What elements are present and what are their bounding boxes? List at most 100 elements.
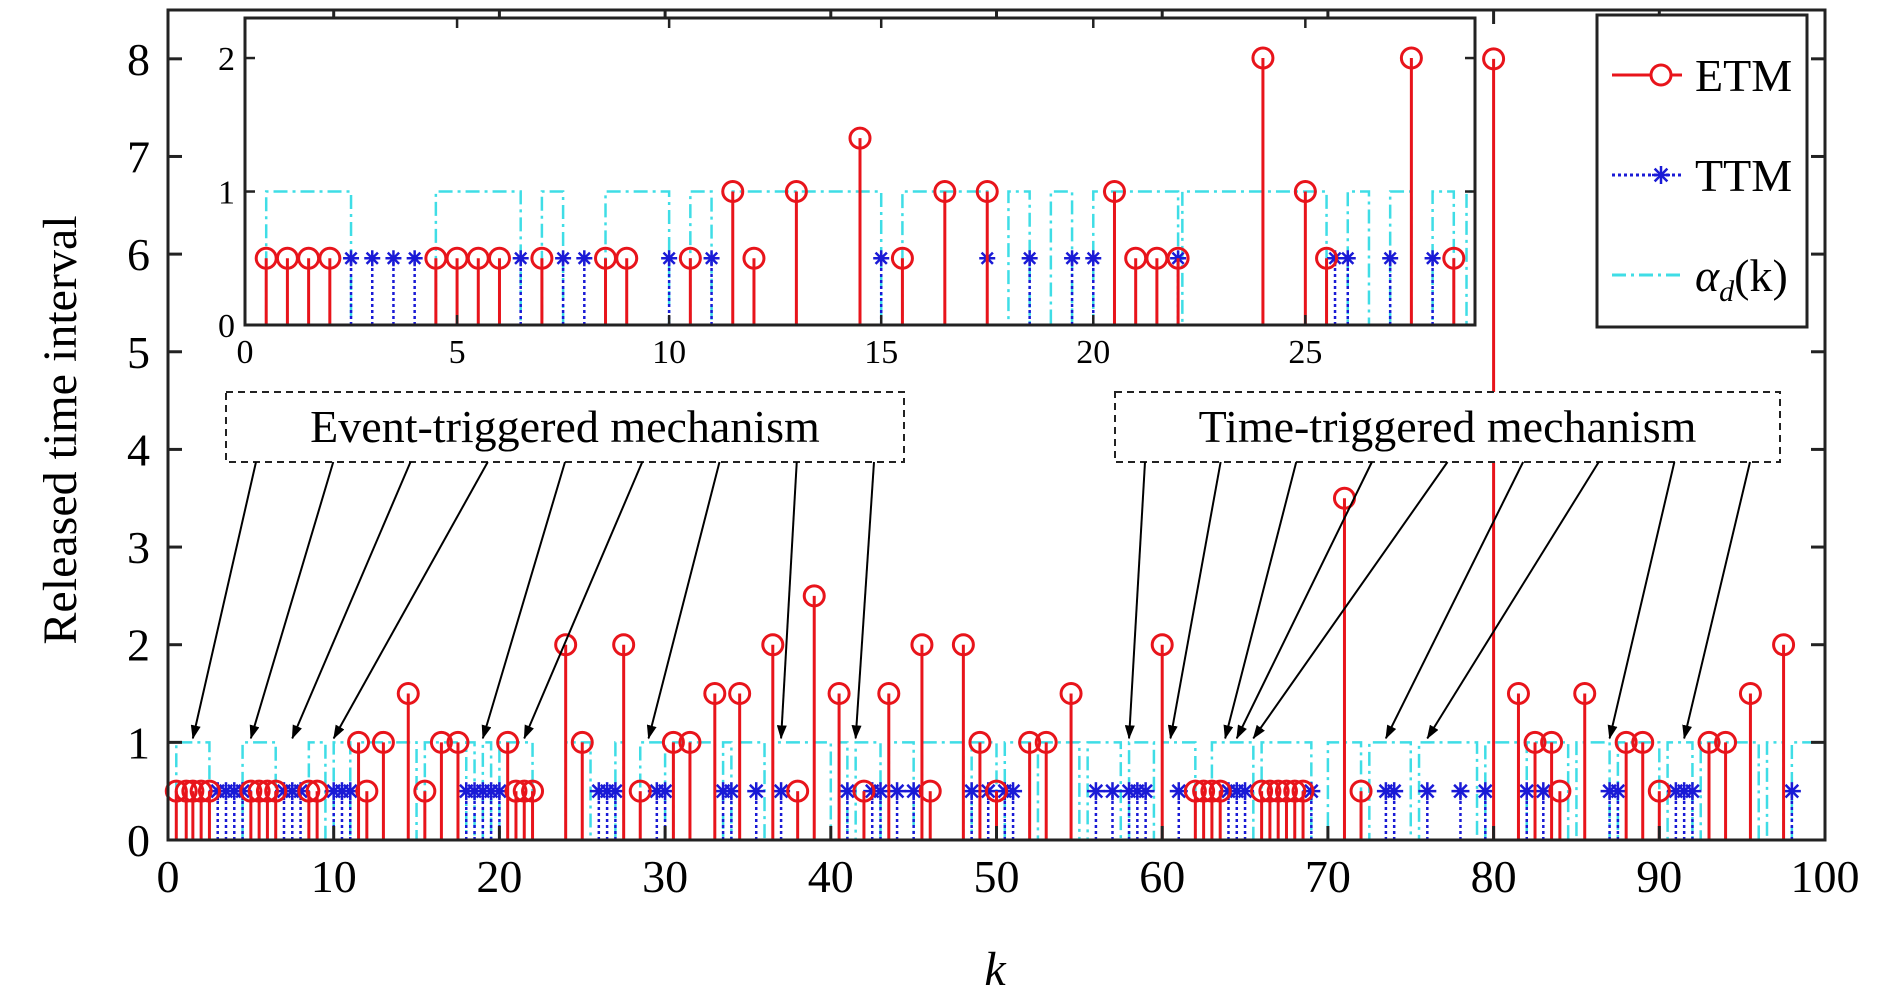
ttm-marker-44 (1385, 782, 1404, 801)
x-tick-label-9: 90 (1636, 851, 1682, 902)
inset-etm-marker-8 (530, 246, 554, 270)
inset-x-tick-label-2: 10 (652, 334, 686, 371)
x-axis-label: k (984, 943, 1007, 995)
inset-ttm-marker-2 (385, 250, 402, 267)
ttm-marker-34 (1103, 782, 1122, 801)
legend-label-ttm: TTM (1695, 150, 1792, 201)
legend-label-etm: ETM (1695, 50, 1792, 101)
etm-marker-14 (396, 682, 420, 706)
y-tick-label-3: 3 (127, 522, 150, 573)
etm-marker-8 (264, 779, 288, 803)
legend: ETM TTM αd(k) (1595, 13, 1809, 329)
ttm-marker-55 (1782, 782, 1801, 801)
etm-marker-57 (1482, 47, 1506, 71)
inset-etm-marker-14 (784, 180, 808, 204)
etm-marker-36 (918, 779, 942, 803)
etm-marker-24 (612, 633, 636, 657)
x-tick-label-4: 40 (808, 851, 854, 902)
annotation-arrow-1-8 (1682, 461, 1751, 740)
inset-etm-marker-25 (1315, 246, 1339, 270)
etm-marker-16 (429, 730, 453, 754)
etm-marker-1 (174, 779, 198, 803)
etm-marker-4 (197, 779, 221, 803)
etm-marker-51 (1266, 779, 1290, 803)
inset-etm-marker-12 (721, 180, 745, 204)
etm-marker-53 (1283, 779, 1307, 803)
legend-etm-marker (1649, 63, 1673, 87)
inset-etm-marker-7 (487, 246, 511, 270)
etm-marker-42 (1034, 730, 1058, 754)
etm-marker-33 (827, 682, 851, 706)
inset-etm-marker-10 (615, 246, 639, 270)
ttm-marker-27 (888, 782, 907, 801)
x-tick-label-1: 10 (311, 851, 357, 902)
inset-ttm-marker-11 (1021, 250, 1038, 267)
y-tick-label-4: 4 (127, 424, 150, 475)
annotation-arrow-0-1 (249, 461, 335, 740)
inset-ttm-marker-3 (406, 250, 423, 267)
etm-marker-38 (951, 633, 975, 657)
x-tick-label-3: 30 (642, 851, 688, 902)
inset-y-tick-label-1: 1 (218, 175, 235, 212)
inset-y-tick-label-0: 0 (218, 308, 235, 345)
y-tick-label-6: 6 (127, 229, 150, 280)
inset-etm-marker-15 (848, 126, 872, 150)
etm-marker-43 (1059, 682, 1083, 706)
annotation-arrow-1-0 (1124, 461, 1146, 740)
y-tick-label-0: 0 (127, 815, 150, 866)
etm-marker-39 (968, 730, 992, 754)
annotation-arrow-0-3 (332, 461, 489, 740)
etm-marker-32 (802, 584, 826, 608)
etm-marker-63 (1614, 730, 1638, 754)
ttm-marker-22 (747, 782, 766, 801)
etm-marker-54 (1291, 779, 1315, 803)
etm-marker-21 (521, 779, 545, 803)
inset-etm-marker-16 (890, 246, 914, 270)
etm-marker-64 (1631, 730, 1655, 754)
x-tick-label-6: 60 (1139, 851, 1185, 902)
etm-marker-6 (247, 779, 271, 803)
etm-marker-19 (504, 779, 528, 803)
etm-marker-12 (355, 779, 379, 803)
etm-marker-25 (628, 779, 652, 803)
annotation-arrow-0-0 (190, 461, 257, 740)
annotation-arrow-0-2 (291, 461, 412, 740)
inset-ttm-marker-9 (873, 250, 890, 267)
ttm-marker-54 (1683, 782, 1702, 801)
inset-etm-marker-27 (1442, 246, 1466, 270)
ttm-marker-19 (656, 782, 675, 801)
etm-marker-69 (1772, 633, 1796, 657)
etm-marker-29 (728, 682, 752, 706)
y-tick-label-8: 8 (127, 34, 150, 85)
inset-etm-marker-13 (742, 246, 766, 270)
inset-etm-marker-23 (1251, 46, 1275, 70)
etm-marker-46 (1192, 779, 1216, 803)
ttm-marker-37 (1136, 782, 1155, 801)
annotation-arrow-1-5 (1384, 461, 1525, 740)
x-tick-label-7: 70 (1305, 851, 1351, 902)
etm-marker-52 (1274, 779, 1298, 803)
etm-marker-41 (1018, 730, 1042, 754)
ttm-marker-21 (722, 782, 741, 801)
ttm-marker-26 (871, 782, 890, 801)
etm-marker-22 (554, 633, 578, 657)
etm-marker-7 (255, 779, 279, 803)
ttm-marker-49 (1534, 782, 1553, 801)
inset-etm-marker-18 (975, 180, 999, 204)
inset-etm-marker-17 (933, 180, 957, 204)
annotation-box-1 (1114, 391, 1781, 463)
etm-marker-13 (371, 730, 395, 754)
etm-marker-58 (1506, 682, 1530, 706)
etm-marker-59 (1523, 730, 1547, 754)
inset-ttm-marker-12 (1064, 250, 1081, 267)
annotation-arrow-1-2 (1223, 461, 1298, 740)
annotation-arrow-0-4 (481, 461, 566, 740)
annotation-arrow-1-4 (1252, 461, 1449, 740)
etm-marker-40 (985, 779, 1008, 803)
inset-ttm-marker-8 (703, 250, 720, 267)
etm-marker-67 (1714, 730, 1738, 754)
y-tick-label-7: 7 (127, 131, 150, 182)
annotation-arrow-1-1 (1167, 461, 1222, 740)
legend-ttm-marker (1652, 166, 1670, 184)
inset-ttm-marker-4 (512, 250, 529, 267)
